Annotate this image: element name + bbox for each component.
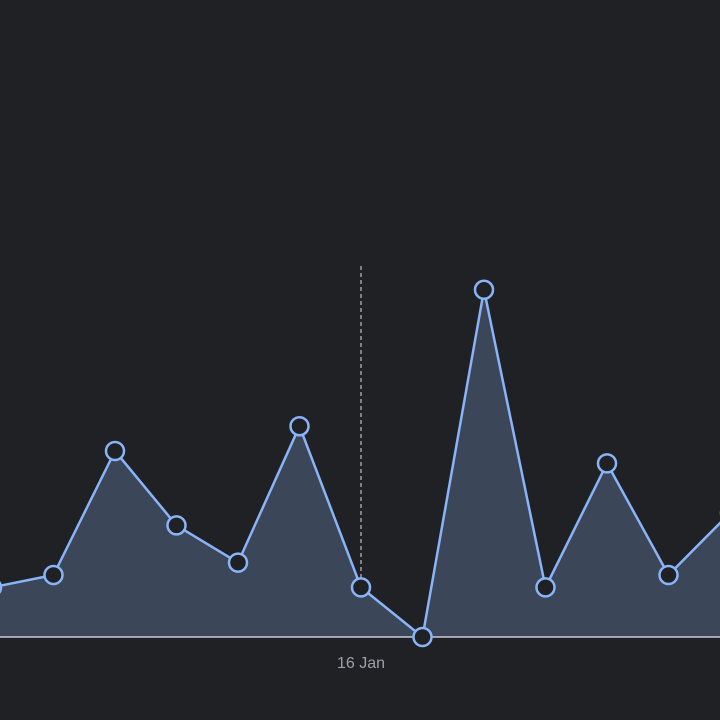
data-point[interactable] bbox=[227, 552, 249, 573]
area-fill bbox=[0, 289, 720, 637]
data-point[interactable] bbox=[658, 564, 679, 586]
data-point[interactable] bbox=[43, 564, 64, 586]
data-point[interactable] bbox=[412, 626, 433, 648]
points-layer bbox=[0, 279, 720, 648]
data-point[interactable] bbox=[350, 577, 372, 598]
data-point[interactable] bbox=[104, 440, 126, 462]
data-point[interactable] bbox=[473, 279, 495, 301]
data-point[interactable] bbox=[535, 577, 556, 598]
data-point[interactable] bbox=[596, 453, 618, 474]
x-axis-ticks: 16 Jan bbox=[337, 655, 385, 672]
data-point[interactable] bbox=[289, 415, 310, 437]
data-point[interactable] bbox=[166, 515, 187, 536]
data-point[interactable] bbox=[0, 578, 3, 596]
x-tick-label: 16 Jan bbox=[337, 655, 385, 672]
